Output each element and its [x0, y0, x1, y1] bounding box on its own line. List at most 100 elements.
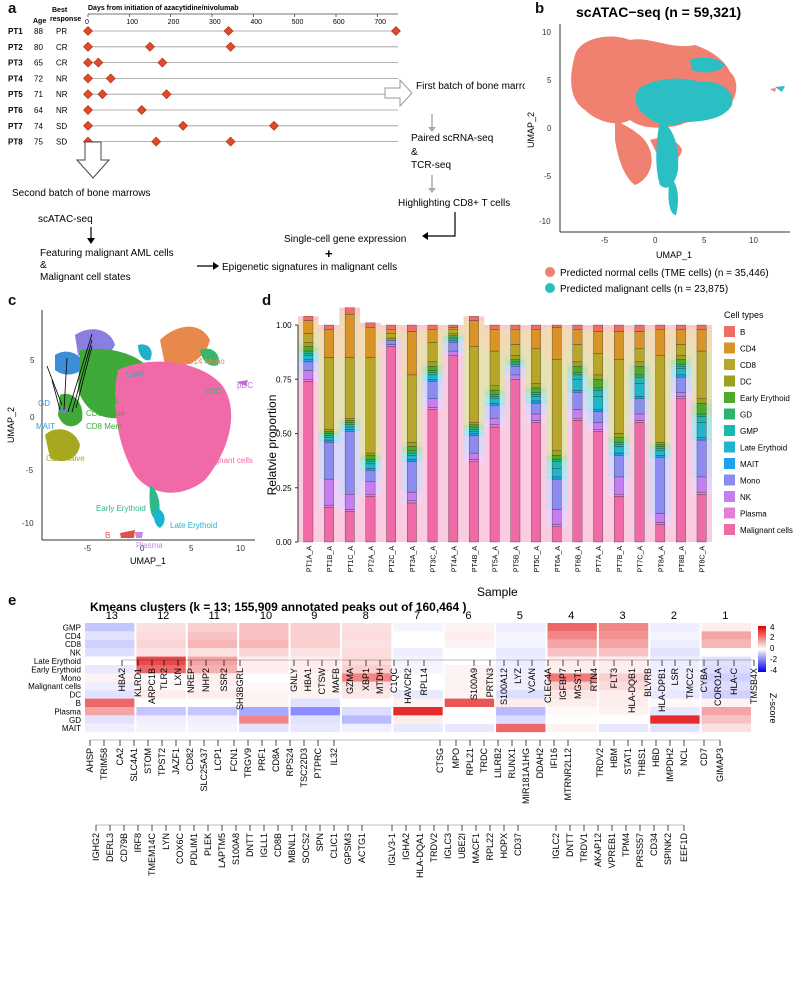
bar-segment [489, 402, 500, 406]
cluster-label: CD8 Naive [86, 409, 125, 418]
bar-segment [634, 383, 645, 397]
e-heat-cells [85, 623, 751, 733]
heat-cell [650, 648, 700, 657]
legend-swatch [724, 474, 735, 486]
heat-cell [701, 707, 751, 716]
gene-label: GPSM3 [343, 833, 353, 865]
sample-diamond-icon [161, 89, 172, 100]
heat-cell [496, 648, 546, 657]
bar-segment [324, 437, 334, 441]
gene-label: VCAN [527, 668, 537, 693]
bar-segment [407, 446, 417, 452]
bar-segment [489, 324, 500, 330]
heatmap-row-label: DC [69, 691, 81, 700]
bar-segment [407, 452, 417, 456]
heat-cell [444, 707, 495, 716]
cluster-number: 9 [311, 610, 317, 622]
sample-diamond-icon [151, 136, 162, 147]
bar-segment [407, 491, 417, 501]
heat-cell [496, 673, 546, 682]
patient-response: NR [56, 90, 68, 99]
cluster-number: 6 [465, 610, 471, 622]
sample-diamond-icon [83, 120, 93, 131]
bar-segment [365, 452, 376, 456]
bar-segment [593, 389, 603, 397]
bar-segment [344, 509, 355, 512]
sample-diamond-icon [83, 41, 93, 52]
bar-segment [344, 307, 355, 315]
bar-segment [344, 418, 355, 421]
bar-segment [634, 366, 645, 376]
gene-label: SSR2 [219, 668, 229, 692]
heat-cell [650, 623, 700, 632]
gene-label: LCP1 [213, 748, 223, 771]
heat-cell [393, 631, 443, 640]
gene-label: MACF1 [471, 833, 481, 864]
bar-segment [572, 344, 583, 363]
heat-cell [393, 723, 443, 733]
heat-cell [496, 665, 546, 674]
gene-label: GIMAP3 [715, 748, 725, 782]
gene-label: SLC4A1 [129, 748, 139, 782]
d-legend: B CD4 CD8 DC Early Erythoid GD GMP Late Erythoi… [724, 326, 793, 535]
heatmap-row-label: CD4 [65, 632, 82, 641]
patient-response: CR [56, 59, 68, 68]
heatmap-row-label: Late Erythoid [34, 657, 81, 666]
heat-cell [239, 639, 289, 649]
gene-label: TRDV2 [595, 748, 605, 778]
c-xtick: 5 [189, 544, 194, 553]
gene-label: RUNX1 [507, 748, 517, 779]
bar-segment [489, 389, 500, 395]
heat-cell [85, 698, 135, 707]
heat-cell [290, 723, 340, 733]
svg-text:4: 4 [770, 623, 775, 632]
panel-b-umap: scATAC−seq (n = 59,321) 10 5 0 -5 -10 -5… [526, 4, 790, 295]
heat-cell [85, 656, 135, 665]
bar-segment [427, 381, 438, 399]
gene-label: CLIC1 [329, 833, 339, 859]
bar-segment [531, 383, 541, 389]
heat-cell [393, 707, 443, 716]
bar-segment [531, 392, 541, 395]
heat-cell [650, 681, 700, 691]
bar-segment [510, 324, 521, 330]
heat-cell [547, 673, 597, 682]
gene-label: HBA2 [117, 668, 127, 692]
gene-label: GNLY [289, 668, 299, 692]
bar-segment [676, 368, 686, 376]
day-tick-label: 600 [333, 19, 345, 26]
heatmap-row-label: MAIT [62, 724, 81, 733]
heat-cell [187, 648, 238, 657]
highlight-text: Highlighting CD8+ T cells [398, 198, 510, 209]
gene-label: IGHG2 [91, 833, 101, 861]
bar-segment [365, 463, 376, 469]
d-xaxis: PT1A_A PT1B_A PT1C_A PT2A_A PT2C_A PT3A_A PT3C… [306, 546, 706, 573]
bar-segment [324, 324, 334, 330]
first-batch-text: First batch of bone marrows [416, 81, 525, 92]
patient-response: SD [56, 138, 67, 147]
gene-label: CD79B [119, 833, 129, 862]
gene-label: XBP1 [361, 668, 371, 691]
gene-label: PDLIM1 [189, 833, 199, 866]
bar-segment [489, 394, 500, 397]
gene-label: S100A8 [231, 833, 241, 865]
legend-label: DC [740, 378, 752, 387]
heat-cell [650, 715, 700, 724]
bar-segment [324, 435, 334, 438]
heat-cell [547, 623, 597, 632]
legend-label: Malignant cells [740, 526, 793, 535]
gene-label: THBS1 [637, 748, 647, 777]
heat-cell [239, 690, 289, 699]
gene-label: AHSP [85, 748, 95, 773]
svg-text:2: 2 [770, 633, 775, 642]
legend-swatch [724, 392, 735, 403]
gene-label: TRDV2 [429, 833, 439, 863]
heat-cell [496, 707, 546, 716]
bar-segment [365, 496, 376, 543]
gene-label: IGLL1 [259, 833, 269, 858]
gene-label: SOCS2 [301, 833, 311, 864]
gene-label: ARPC1B [147, 668, 157, 704]
bar-segment [593, 431, 603, 543]
bar-segment [469, 316, 479, 321]
bar-segment [572, 392, 583, 410]
